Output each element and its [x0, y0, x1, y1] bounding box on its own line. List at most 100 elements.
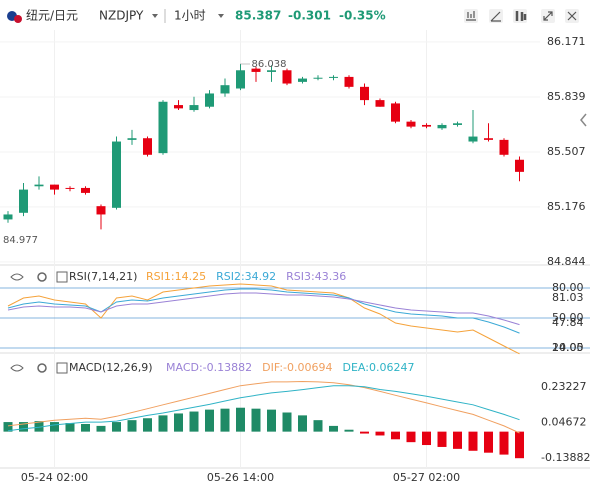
- type-icon[interactable]: [515, 11, 527, 21]
- interval[interactable]: 1小时: [174, 9, 206, 23]
- value-tag: 47.84: [552, 316, 584, 329]
- macd-bar: [189, 411, 199, 432]
- macd-bar: [313, 420, 323, 432]
- macd-bar: [127, 420, 137, 432]
- indicator-box[interactable]: [56, 271, 68, 283]
- macd-bar: [329, 425, 338, 432]
- settings-icon[interactable]: [37, 272, 47, 282]
- macd-bar: [81, 423, 90, 432]
- candle-body: [515, 159, 524, 172]
- macd-bar: [158, 415, 168, 432]
- candle-body: [267, 70, 276, 72]
- candle-body: [236, 70, 245, 89]
- candle-body: [189, 105, 199, 111]
- y-tick-label: 0.04672: [541, 416, 587, 429]
- change: -0.301: [288, 9, 331, 23]
- min-label: 84.977: [3, 235, 38, 246]
- legend-entry: RSI1:14.25: [146, 270, 206, 283]
- macd-bar: [205, 409, 214, 432]
- candle-body: [158, 101, 168, 154]
- collapse-arrow[interactable]: [580, 113, 587, 127]
- rsi-line: [7, 283, 520, 355]
- candle-body: [143, 138, 152, 155]
- indicator-box[interactable]: [56, 362, 68, 374]
- macd-bar: [50, 422, 59, 432]
- candle-body: [499, 139, 509, 155]
- candle-body: [298, 78, 307, 82]
- y-tick-label: 85.176: [547, 200, 586, 213]
- macd-bar: [344, 429, 354, 432]
- dropdown-icon[interactable]: [218, 14, 224, 18]
- macd-bar: [468, 431, 478, 451]
- macd-bar: [422, 431, 431, 446]
- macd-title: MACD(12,26,9): [69, 361, 153, 374]
- macd-bar: [453, 431, 462, 449]
- macd-bar: [360, 431, 369, 434]
- header: 纽元/日元 NZDJPY 1小时 85.387 -0.301 -0.35%: [7, 9, 579, 23]
- candle-body: [127, 138, 137, 140]
- macd-bar: [499, 431, 509, 455]
- candle-body: [437, 124, 447, 129]
- candle-body: [313, 77, 323, 79]
- max-label: 86.038: [252, 59, 287, 70]
- x-tick-label: 05-26 14:00: [207, 471, 274, 484]
- macd-bar: [484, 431, 493, 453]
- rsi-title: RSI(7,14,21): [69, 270, 137, 283]
- rsi-line: [7, 288, 520, 334]
- macd-bar: [391, 431, 400, 440]
- macd-bar: [251, 408, 261, 432]
- candle-body: [220, 85, 230, 94]
- macd-line: [7, 385, 520, 432]
- macd-bar: [236, 407, 245, 432]
- candle-body: [422, 124, 431, 127]
- macd-bar: [34, 421, 44, 432]
- candle-body: [251, 68, 261, 72]
- legend-entry: MACD:-0.13882: [166, 361, 252, 374]
- y-tick-label: 0.23227: [541, 380, 587, 393]
- candle-body: [468, 136, 478, 142]
- macd-bar: [3, 422, 13, 432]
- macd-bar: [143, 418, 152, 432]
- pair-name[interactable]: 纽元/日元: [26, 9, 78, 23]
- draw-icon[interactable]: [490, 11, 501, 22]
- macd-bar: [437, 431, 447, 447]
- candle-body: [3, 214, 13, 220]
- price: 85.387: [235, 9, 281, 23]
- symbol[interactable]: NZDJPY: [99, 9, 144, 23]
- y-tick-label: -0.13882: [541, 451, 590, 464]
- y-tick-label: 50.00: [552, 311, 584, 324]
- macd-bar: [406, 431, 416, 443]
- candle-body: [19, 189, 28, 213]
- dropdown-icon[interactable]: [152, 14, 158, 18]
- macd-bar: [282, 412, 292, 432]
- candle-body: [96, 206, 106, 215]
- indicator-icon[interactable]: [466, 11, 476, 21]
- eye-icon[interactable]: [10, 364, 24, 372]
- legend-entry: DEA:0.06247: [343, 361, 415, 374]
- rsi-header: RSI(7,14,21): [10, 270, 137, 283]
- flag-icon: [14, 15, 22, 23]
- macd-bar: [375, 431, 385, 436]
- candle-body: [329, 76, 338, 78]
- candle-body: [174, 105, 183, 109]
- eye-icon[interactable]: [10, 273, 24, 281]
- y-tick-label: 80.00: [552, 281, 584, 294]
- y-tick-label: 85.839: [547, 90, 586, 103]
- macd-line: [7, 380, 520, 434]
- settings-icon[interactable]: [37, 363, 47, 373]
- macd-bar: [65, 423, 75, 432]
- macd-bar: [220, 408, 230, 432]
- value-tag: 14.05: [552, 341, 584, 354]
- y-tick-label: 20.00: [552, 341, 584, 354]
- macd-bar: [96, 425, 106, 432]
- x-tick-label: 05-27 02:00: [393, 471, 460, 484]
- macd-bar: [298, 415, 307, 432]
- close-icon[interactable]: [567, 11, 577, 21]
- candle-body: [81, 187, 90, 193]
- candle-body: [50, 184, 59, 190]
- candle-body: [34, 184, 44, 187]
- candle-body: [112, 141, 121, 208]
- fullscreen-icon[interactable]: [543, 11, 553, 21]
